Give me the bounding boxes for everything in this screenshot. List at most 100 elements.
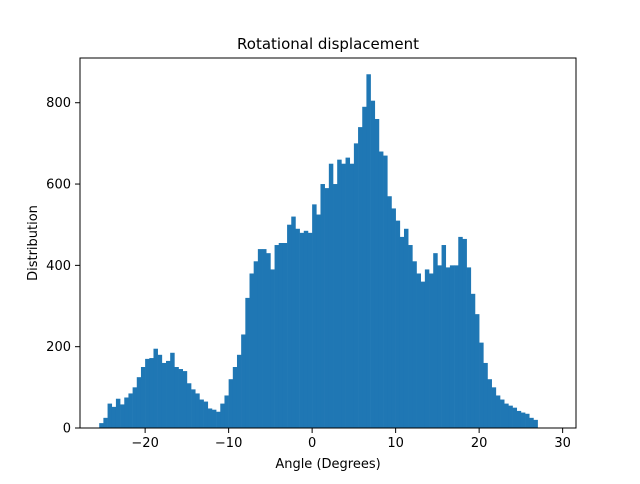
histogram-bar (362, 106, 367, 428)
histogram-bar (207, 408, 213, 428)
histogram-bar (107, 403, 113, 428)
histogram-bar (166, 360, 171, 428)
histogram-bar (483, 362, 488, 428)
histogram-bar (383, 155, 388, 428)
histogram-bar (337, 159, 342, 428)
x-tick-label: 10 (387, 436, 404, 451)
histogram-bar (378, 151, 384, 428)
histogram-bar (186, 383, 192, 428)
histogram-bar (140, 367, 146, 428)
histogram-bar (449, 265, 455, 428)
histogram-bar (316, 214, 321, 428)
y-tick-label: 800 (46, 96, 71, 111)
histogram-bar (512, 407, 518, 428)
x-axis-label: Angle (Degrees) (275, 457, 380, 472)
histogram-bar (533, 419, 538, 428)
chart-title: Rotational displacement (237, 35, 419, 53)
histogram-bar (312, 204, 317, 428)
histogram-bar (228, 379, 234, 428)
histogram-bar (232, 367, 238, 428)
histogram-bar (245, 297, 250, 428)
x-tick-label: −20 (131, 436, 158, 451)
histogram-bar (474, 314, 480, 428)
histogram-bar (324, 188, 330, 428)
histogram-bar (320, 184, 325, 428)
histogram-bar (458, 236, 463, 428)
histogram-bar (487, 379, 492, 428)
histogram-bar (508, 405, 513, 428)
histogram-bar (266, 253, 271, 428)
histogram-bar (103, 417, 108, 428)
histogram-bar (424, 269, 430, 428)
histogram-bar (153, 348, 158, 428)
histogram-bar (170, 352, 175, 428)
histogram-bar (433, 253, 438, 428)
histogram-bar (291, 216, 296, 428)
histogram-bar (516, 410, 522, 428)
histogram-bar (282, 243, 288, 428)
x-tick-label: −10 (215, 436, 242, 451)
histogram-bar (178, 369, 184, 428)
y-tick-label: 400 (46, 259, 71, 274)
histogram-bar (115, 398, 121, 428)
histogram-bar (145, 358, 150, 428)
histogram-bar (437, 265, 442, 428)
histogram-bar (191, 389, 196, 428)
histogram-bar (99, 423, 104, 428)
x-tick-label: 0 (308, 436, 316, 451)
histogram-bar (374, 118, 380, 429)
histogram-bar (441, 245, 447, 428)
histogram-bar (149, 358, 154, 428)
histogram-bar (216, 411, 221, 428)
y-axis-ticks: 0 200 400 600 800 (46, 96, 80, 437)
histogram-bar (341, 163, 346, 428)
histogram-bar (479, 342, 484, 428)
histogram-bar (182, 371, 188, 428)
histogram-bar (307, 232, 313, 428)
histogram-bar (295, 228, 300, 428)
histogram-bar (262, 249, 267, 428)
y-tick-label: 600 (46, 178, 71, 193)
histogram-bar (287, 224, 292, 428)
x-axis-ticks: −20 −10 0 10 20 30 (131, 428, 571, 451)
histogram-bar (120, 404, 125, 428)
histogram-bar (358, 127, 363, 429)
histogram-bar (199, 399, 204, 428)
histogram-bar (274, 245, 280, 428)
histogram-bar (124, 397, 129, 428)
histogram-bar (500, 399, 505, 428)
histogram-bar (111, 406, 117, 428)
histogram-bar (454, 265, 459, 428)
histogram-bar (128, 393, 133, 428)
histogram-bar (408, 245, 413, 428)
histogram-bar (412, 261, 417, 428)
histogram-bar (174, 367, 179, 428)
axes-frame (79, 57, 577, 429)
histogram-bar (253, 261, 259, 428)
histogram-bar (470, 293, 476, 428)
histogram-bar (236, 354, 242, 428)
histogram-bar (495, 395, 501, 428)
histogram-bar (161, 362, 167, 428)
histogram-bar (353, 143, 359, 428)
histogram-bar (132, 387, 138, 428)
histogram-bar (303, 230, 309, 428)
histogram-bar (157, 354, 163, 428)
histogram-bar (504, 403, 509, 428)
histogram-bars (99, 74, 538, 429)
histogram-bar (462, 238, 467, 428)
histogram-bar (220, 403, 225, 428)
histogram-bar (370, 100, 376, 428)
histogram-bar (416, 273, 421, 428)
histogram-bar (257, 249, 263, 428)
histogram-bar (529, 417, 534, 428)
histogram-bar (520, 412, 526, 428)
y-tick-label: 200 (46, 340, 71, 355)
histogram-bar (387, 196, 392, 428)
histogram-bar (391, 208, 396, 428)
y-axis-label: Distribution (26, 205, 41, 281)
histogram-bar (136, 377, 142, 428)
histogram-bar (403, 228, 409, 428)
